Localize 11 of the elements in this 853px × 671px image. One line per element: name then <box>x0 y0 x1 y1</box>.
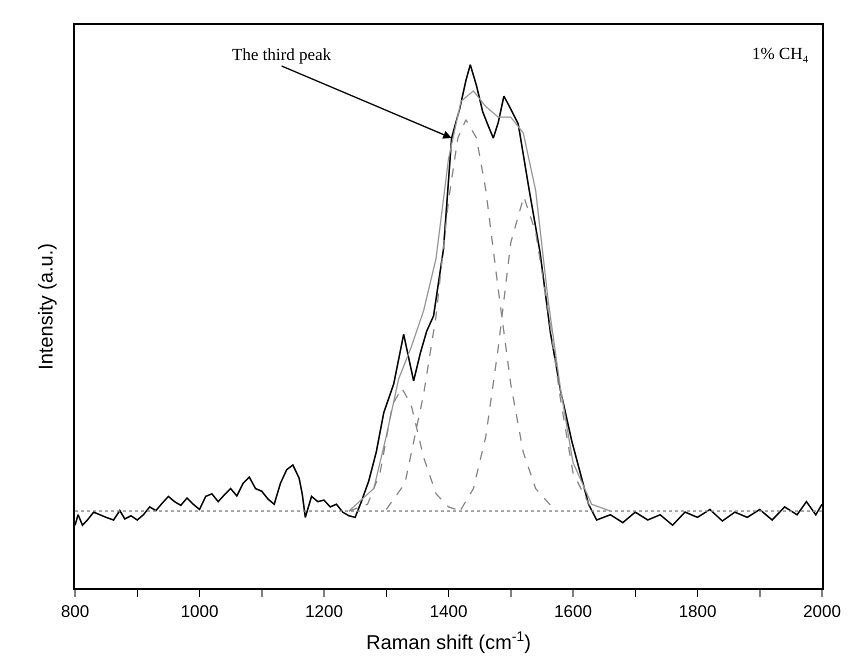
x-tick-label: 1200 <box>305 602 343 622</box>
x-axis-title: Raman shift (cm$^{-1}$) <box>366 628 531 654</box>
x-tick-label: 800 <box>60 602 90 622</box>
x-tick-label: 1800 <box>678 602 716 622</box>
y-axis-title: Intensity (a.u.) <box>35 243 58 370</box>
x-tick-label: 2000 <box>803 602 841 622</box>
text: 1% CH₄ <box>752 44 809 63</box>
x-tick-label: 1400 <box>430 602 468 622</box>
x-tick-label: 1600 <box>554 602 592 622</box>
x-tick-label: 1000 <box>180 602 218 622</box>
annotation: The third peak <box>232 45 332 64</box>
